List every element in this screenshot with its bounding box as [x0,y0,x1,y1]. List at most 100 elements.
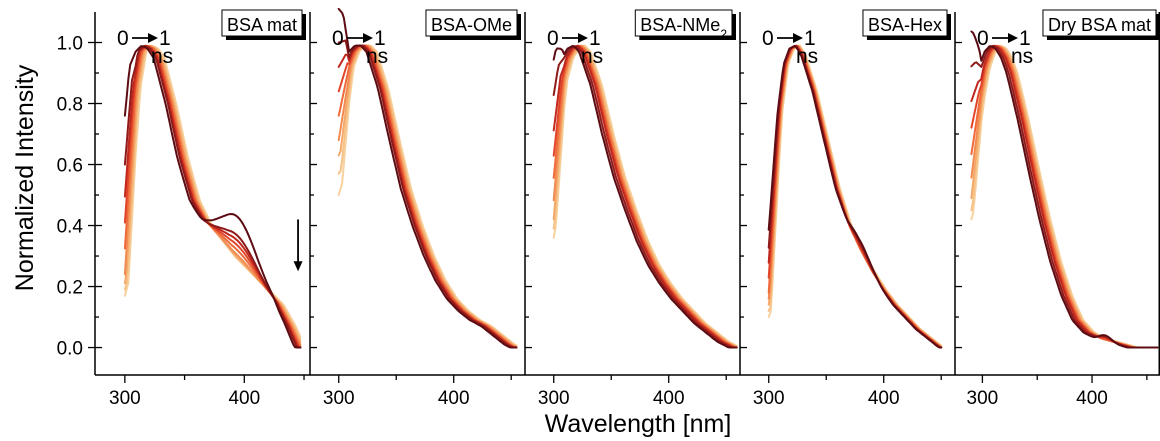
time-unit-label: ns [366,45,388,68]
series-line-2 [552,45,738,349]
y-tick-label: 0.6 [57,156,83,177]
panel-title: BSA mat [227,15,297,35]
series-line-3 [337,44,518,349]
series-line-2 [767,45,943,349]
panel-title: BSA-OMe [431,15,512,35]
series-line-2 [123,44,302,349]
y-tick-label: 0.0 [57,339,83,360]
series-line-4 [337,44,518,349]
time-annotation: 0 1ns [117,27,173,68]
x-axis-title: Wavelength [nm] [545,410,732,438]
time-annotation: 0 1ns [547,27,603,68]
y-tick-label: 0.4 [57,217,84,238]
x-tick-label: 400 [438,388,470,409]
panel-title-box: BSA-NMe2 [634,9,736,41]
time-start-label: 0 [977,27,989,50]
time-annotation: 0 1ns [332,27,388,68]
time-unit-label: ns [796,45,818,68]
x-tick-label: 300 [753,388,785,409]
time-start-label: 0 [547,27,559,50]
series-line-9 [123,45,302,338]
series-line-9 [337,44,518,347]
time-arrow-head [1008,33,1018,43]
panel-title-box: BSA-Hex [862,9,951,40]
title-box-frame [862,9,948,37]
x-tick-label: 400 [653,388,685,409]
time-end-label: 1 [1019,27,1031,50]
series-line-5 [123,44,302,349]
series-line-8 [767,45,943,348]
x-tick-label: 300 [109,388,141,409]
series-line-3 [767,44,943,349]
y-tick-label: 0.8 [57,95,83,116]
time-arrow-head [578,33,588,43]
series-line-1 [123,45,302,349]
title-box-frame [634,9,733,37]
series-line-6 [767,44,943,349]
time-unit-label: ns [151,45,173,68]
series-line-2 [337,39,518,349]
panel-title-box: BSA-OMe [425,9,521,40]
title-box-frame [425,9,518,37]
time-start-label: 0 [332,27,344,50]
time-unit-label: ns [581,45,603,68]
y-tick-label: 1.0 [57,34,83,55]
panel-title-subscript: 2 [720,27,727,41]
series-line-9 [767,44,943,347]
time-arrow-head [363,33,373,43]
x-tick-label: 400 [1076,388,1108,409]
panel-3: 300 400 BSA-NMe2 0 1ns [524,9,740,409]
decay-arrow-head [293,261,303,272]
series-line-7 [767,44,943,348]
series-line-8 [552,44,738,348]
panel-title: Dry BSA mat [1048,15,1151,35]
x-tick-label: 300 [323,388,355,409]
series-line-6 [337,44,518,349]
panel-1: 0.0 0.2 0.4 0.6 0.8 1.0 300 400 BSA mat 0 1ns [57,9,310,409]
title-box-frame [1042,9,1157,37]
time-annotation: 0 1ns [762,27,818,68]
series-line-5 [767,45,943,349]
panel-5: 300 400 Dry BSA mat 0 1ns [954,9,1160,409]
time-unit-label: ns [1011,45,1033,68]
time-end-label: 1 [589,27,601,50]
series-line-7 [337,44,518,348]
series-line-1 [337,7,518,349]
time-start-label: 0 [762,27,774,50]
series-line-7 [552,45,738,348]
series-line-1 [767,44,943,349]
series-line-4 [767,44,943,349]
series-line-4 [552,45,738,349]
series-line-3 [123,45,302,349]
time-start-label: 0 [117,27,129,50]
panel-2: 300 400 BSA-OMe 0 1ns [309,7,525,409]
time-arrow-head [148,33,158,43]
panel-4: 300 400 BSA-Hex 0 1ns [739,9,955,409]
series-line-8 [337,44,518,347]
y-tick-label: 0.2 [57,278,83,299]
title-box-frame [221,9,303,37]
series-line-1 [552,44,738,349]
panel-title-box: BSA mat [221,9,306,40]
series-line-1 [970,30,1159,349]
time-end-label: 1 [374,27,386,50]
series-line-9 [552,44,738,347]
x-tick-label: 300 [967,388,999,409]
time-end-label: 1 [804,27,816,50]
panel-title-box: Dry BSA mat [1042,9,1160,40]
x-tick-label: 300 [538,388,570,409]
y-axis-title: Normalized Intensity [11,64,39,291]
time-annotation: 0 1ns [977,27,1033,68]
series-line-5 [552,44,738,349]
series-line-3 [552,44,738,349]
x-tick-label: 400 [868,388,900,409]
time-arrow-head [793,33,803,43]
series-line-6 [552,44,738,349]
panel-title: BSA-Hex [868,15,942,35]
series-line-4 [123,44,302,349]
series-line-5 [337,44,518,349]
x-tick-label: 400 [228,388,260,409]
time-end-label: 1 [159,27,171,50]
